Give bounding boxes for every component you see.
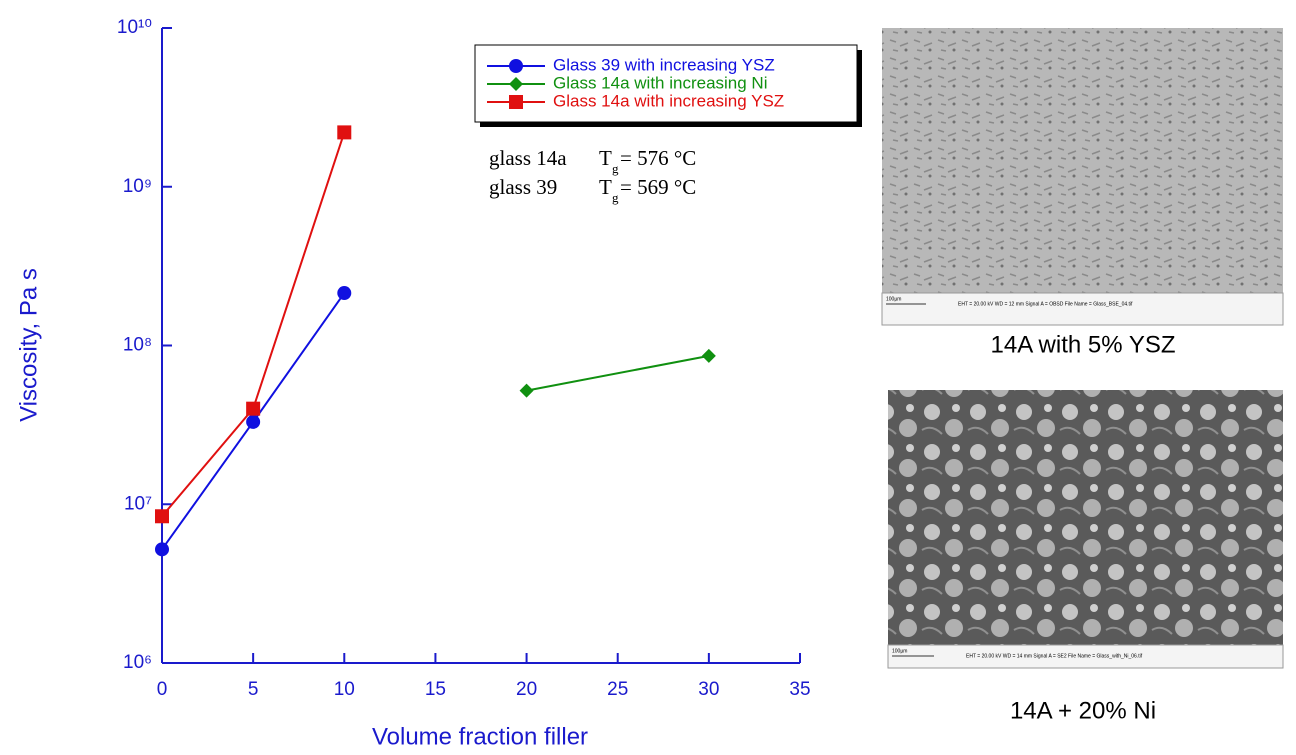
annotation-sub: g [612, 161, 619, 176]
micrograph-footer [887, 644, 1284, 669]
marker [519, 383, 534, 398]
y-tick-label: 10⁸ [123, 335, 152, 356]
micrograph-footer [881, 292, 1284, 326]
legend-label: Glass 14a with increasing Ni [553, 73, 767, 92]
annotation-glass: glass 39 [489, 175, 557, 199]
marker [509, 77, 523, 91]
caption: 14A with 5% YSZ [991, 331, 1176, 358]
annotation-value: = 576 °C [620, 146, 696, 170]
y-tick-label: 10⁷ [124, 493, 152, 514]
annotation-symbol: T [599, 175, 612, 199]
annotation: glass 14a T g = 576 °C glass 39 T g = 56… [489, 146, 696, 205]
annotation-symbol: T [599, 146, 612, 170]
micrograph-image [888, 390, 1283, 645]
info-text: EHT = 20.00 kV WD = 14 mm Signal A = SE2… [966, 653, 1143, 659]
y-tick-label: 10⁹ [123, 176, 152, 197]
marker [337, 125, 352, 140]
marker [155, 509, 169, 524]
marker [337, 286, 352, 301]
marker [246, 414, 261, 429]
info-text: EHT = 20.00 kV WD = 12 mm Signal A = OBS… [958, 301, 1133, 307]
micrograph: 100µm EHT = 20.00 kV WD = 12 mm Signal A… [881, 28, 1284, 358]
series-line [161, 132, 346, 517]
scale-text: 100µm [886, 296, 901, 302]
marker [701, 348, 716, 363]
caption: 14A + 20% Ni [1010, 697, 1156, 724]
legend-label: Glass 14a with increasing YSZ [553, 91, 784, 110]
legend-label: Glass 39 with increasing YSZ [553, 55, 775, 74]
marker [509, 59, 523, 73]
x-tick-label: 10 [334, 679, 355, 700]
scale-text: 100µm [892, 648, 907, 654]
x-tick-label: 25 [607, 679, 628, 700]
x-tick-label: 5 [248, 679, 259, 700]
plot-area: 10⁶ 10⁷ 10⁸ 10⁹ 10¹⁰ 0 5 10 15 20 25 30 35 [117, 17, 811, 700]
y-tick-label: 10⁶ [123, 652, 152, 673]
annotation-glass: glass 14a [489, 146, 567, 170]
x-tick-label: 15 [425, 679, 446, 700]
annotation-sub: g [612, 190, 619, 205]
x-tick-label: 30 [698, 679, 719, 700]
y-axis-label: Viscosity, Pa s [15, 268, 42, 422]
marker [155, 542, 169, 557]
annotation-value: = 569 °C [620, 175, 696, 199]
series-line [526, 354, 710, 392]
x-tick-label: 35 [789, 679, 810, 700]
y-tick-label: 10¹⁰ [117, 17, 152, 38]
marker [509, 95, 523, 109]
micrograph: 100µm EHT = 20.00 kV WD = 14 mm Signal A… [887, 390, 1284, 724]
marker [246, 401, 261, 416]
x-axis-label: Volume fraction filler [372, 723, 588, 750]
x-tick-label: 0 [157, 679, 168, 700]
x-tick-label: 20 [516, 679, 537, 700]
micrograph-image [882, 28, 1283, 293]
